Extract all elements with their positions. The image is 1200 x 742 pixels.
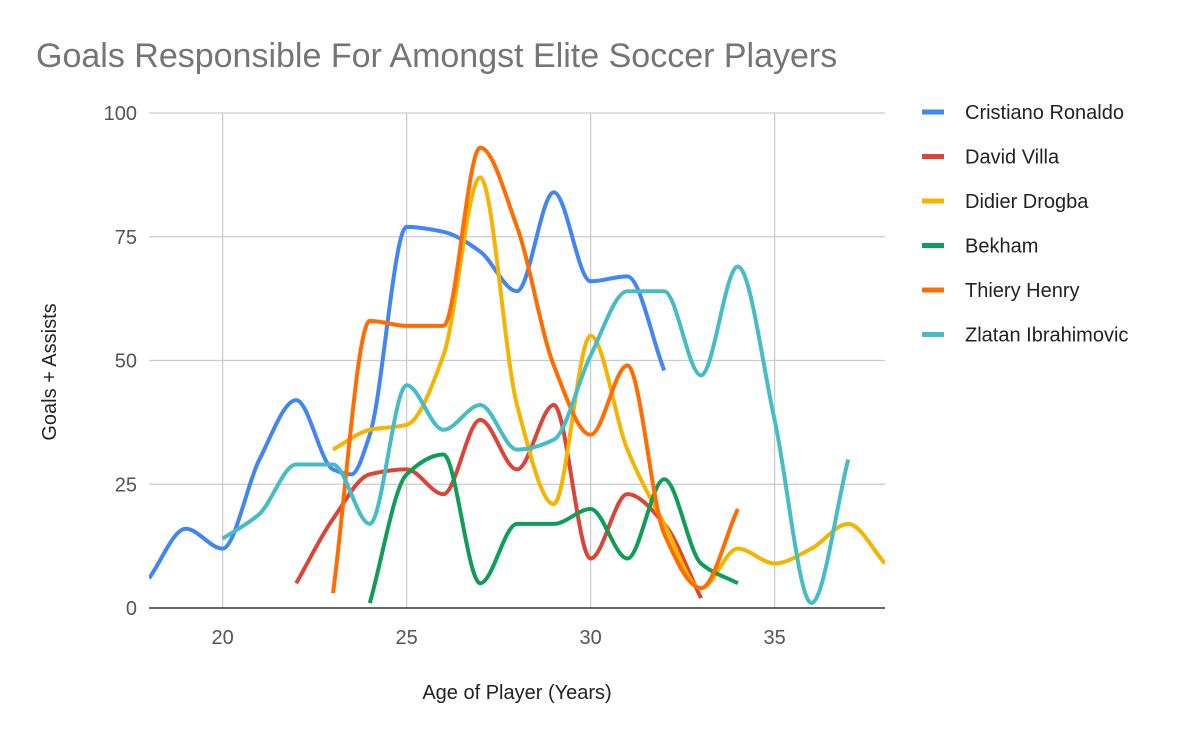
y-tick-label: 50: [115, 351, 137, 373]
y-tick-label: 0: [126, 598, 137, 620]
x-tick-label: 20: [211, 627, 233, 649]
series-line-thiery-henry: [331, 145, 740, 594]
legend-label-didier-drogba: Didier Drogba: [965, 191, 1089, 213]
series-line-cristiano-ronaldo: [149, 190, 667, 580]
legend-label-david-villa: David Villa: [965, 147, 1060, 169]
x-tick-label: 35: [763, 627, 785, 649]
gridlines: [149, 112, 885, 608]
axes: 0 25 50 75 100 20 25 30 35: [104, 103, 885, 649]
y-tick-label: 100: [104, 103, 137, 125]
series-line-didier-drogba: [332, 175, 885, 591]
series-line-zlatan-ibrahimovic: [221, 264, 851, 606]
legend-label-zlatan-ibrahimovic: Zlatan Ibrahimovic: [965, 325, 1128, 347]
legend-label-bekham: Bekham: [965, 236, 1038, 258]
y-tick-label: 25: [115, 474, 137, 496]
series-lines: [149, 145, 885, 606]
y-tick-label: 75: [115, 227, 137, 249]
x-tick-label: 25: [395, 627, 417, 649]
legend-label-thiery-henry: Thiery Henry: [965, 280, 1079, 302]
legend-label-cristiano-ronaldo: Cristiano Ronaldo: [965, 102, 1124, 124]
chart-title: Goals Responsible For Amongst Elite Socc…: [36, 37, 837, 75]
legend: Cristiano Ronaldo David Villa Didier Drogb…: [922, 102, 1128, 347]
y-axis-label: Goals + Assists: [39, 303, 61, 440]
series-line-david-villa: [294, 403, 703, 599]
x-tick-label: 30: [579, 627, 601, 649]
series-line-bekham: [367, 452, 739, 604]
x-axis-label: Age of Player (Years): [422, 682, 611, 704]
